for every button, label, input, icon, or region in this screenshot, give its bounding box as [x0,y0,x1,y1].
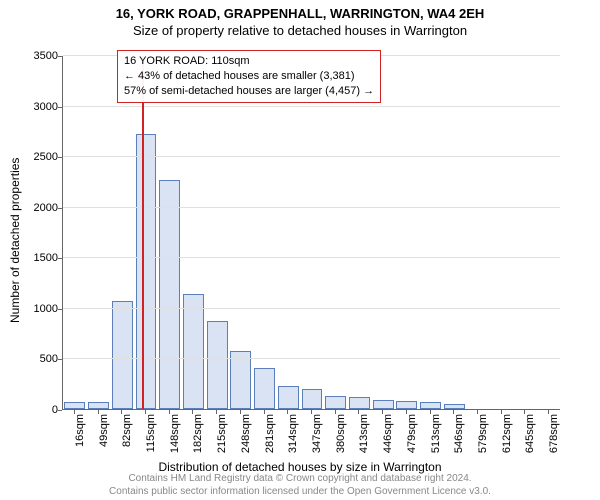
x-tick-mark [406,410,407,414]
x-tick-mark [382,410,383,414]
x-tick-mark [501,410,502,414]
y-tick-mark [58,258,62,259]
x-tick-mark [192,410,193,414]
x-tick-label: 215sqm [216,414,228,454]
x-tick-label: 49sqm [98,414,110,454]
histogram-bar [230,351,251,409]
x-tick-label: 446sqm [382,414,394,454]
callout-line1: 16 YORK ROAD: 110sqm [124,54,374,69]
x-tick-mark [264,410,265,414]
gridline [63,207,560,208]
x-tick-label: 115sqm [145,414,157,454]
x-tick-mark [121,410,122,414]
histogram-bar [302,389,323,409]
x-tick-mark [430,410,431,414]
x-tick-label: 314sqm [287,414,299,454]
y-tick-mark [58,157,62,158]
gridline [63,308,560,309]
x-tick-mark [74,410,75,414]
histogram-bar [325,396,346,409]
gridline [63,257,560,258]
y-tick-mark [58,410,62,411]
chart-container: 16, YORK ROAD, GRAPPENHALL, WARRINGTON, … [0,0,600,500]
x-tick-mark [169,410,170,414]
x-tick-mark [287,410,288,414]
histogram-bar [183,294,204,409]
page-title: 16, YORK ROAD, GRAPPENHALL, WARRINGTON, … [0,0,600,21]
histogram-bar [112,301,133,409]
y-axis-label: Number of detached properties [8,158,22,323]
histogram-bar [396,401,417,409]
x-tick-label: 281sqm [264,414,276,454]
x-tick-label: 513sqm [430,414,442,454]
gridline [63,106,560,107]
x-axis-label: Distribution of detached houses by size … [0,460,600,474]
x-tick-mark [335,410,336,414]
x-tick-label: 182sqm [192,414,204,454]
x-tick-label: 546sqm [453,414,465,454]
y-tick-mark [58,309,62,310]
gridline [63,156,560,157]
x-tick-mark [98,410,99,414]
footer-line2: Contains public sector information licen… [0,486,600,499]
callout-line2: ← 43% of detached houses are smaller (3,… [124,69,374,84]
property-callout: 16 YORK ROAD: 110sqm← 43% of detached ho… [117,50,381,103]
y-tick-label: 2500 [8,151,58,163]
x-tick-label: 645sqm [524,414,536,454]
histogram-bar [159,180,180,409]
y-tick-label: 3000 [8,101,58,113]
y-tick-label: 3500 [8,50,58,62]
x-tick-label: 612sqm [501,414,513,454]
y-tick-label: 1000 [8,303,58,315]
x-tick-label: 82sqm [121,414,133,454]
y-tick-label: 0 [8,404,58,416]
histogram-bar [254,368,275,409]
histogram-bar [278,386,299,409]
y-tick-mark [58,359,62,360]
x-tick-label: 479sqm [406,414,418,454]
histogram-bar [88,402,109,409]
x-tick-mark [216,410,217,414]
x-tick-label: 678sqm [548,414,560,454]
histogram-bar [444,404,465,409]
x-tick-label: 16sqm [74,414,86,454]
y-tick-label: 2000 [8,202,58,214]
histogram-bar [207,321,228,409]
y-tick-mark [58,56,62,57]
x-tick-label: 148sqm [169,414,181,454]
histogram-bar [349,397,370,409]
property-marker-line [142,56,144,409]
y-tick-label: 500 [8,353,58,365]
footer-line1: Contains HM Land Registry data © Crown c… [0,473,600,486]
y-tick-label: 1500 [8,252,58,264]
x-tick-label: 380sqm [335,414,347,454]
x-tick-mark [145,410,146,414]
callout-line3: 57% of semi-detached houses are larger (… [124,84,374,99]
page-subtitle: Size of property relative to detached ho… [0,21,600,38]
histogram-bar [420,402,441,409]
histogram-bar [136,134,157,409]
footer-credits: Contains HM Land Registry data © Crown c… [0,473,600,498]
x-tick-label: 413sqm [358,414,370,454]
x-tick-mark [548,410,549,414]
x-tick-mark [453,410,454,414]
bars-layer [63,56,560,409]
x-tick-mark [240,410,241,414]
x-tick-mark [311,410,312,414]
x-tick-label: 248sqm [240,414,252,454]
x-tick-label: 579sqm [477,414,489,454]
x-tick-mark [358,410,359,414]
x-tick-mark [524,410,525,414]
y-tick-mark [58,208,62,209]
histogram-bar [64,402,85,409]
histogram-bar [373,400,394,409]
x-tick-mark [477,410,478,414]
plot-area [62,56,560,410]
x-tick-label: 347sqm [311,414,323,454]
y-tick-mark [58,107,62,108]
gridline [63,358,560,359]
